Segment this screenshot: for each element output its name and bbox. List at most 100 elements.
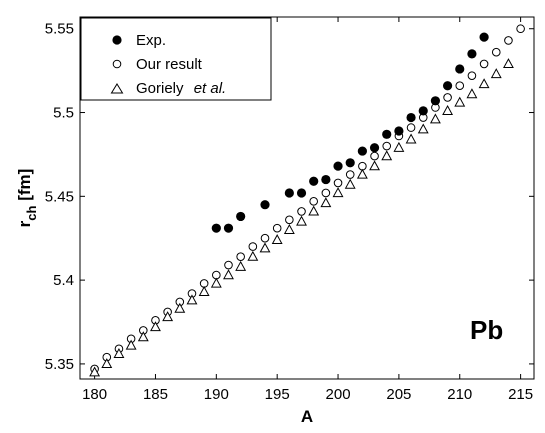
data-point-goriely [478, 78, 490, 89]
y-tick-label: 5.5 [53, 105, 74, 122]
data-point-exp [418, 106, 428, 116]
data-point-exp [479, 32, 489, 42]
data-point-exp [296, 188, 307, 198]
data-point-goriely [89, 366, 101, 377]
data-point-our-result [248, 242, 258, 251]
data-point-goriely [369, 160, 380, 171]
data-point-our-result [516, 24, 525, 34]
x-tick-label: 200 [326, 386, 351, 403]
data-point-exp [260, 200, 270, 210]
data-point-goriely [454, 96, 466, 107]
data-point-exp [223, 223, 234, 233]
data-point-exp [284, 188, 294, 198]
data-point-goriely [490, 68, 502, 79]
data-point-our-result [345, 170, 355, 179]
data-point-goriely [405, 133, 417, 144]
data-point-goriely [393, 141, 405, 152]
data-point-goriely [150, 321, 161, 332]
legend-label-goriely: Goriely et al. [136, 80, 226, 97]
x-tick-label: 215 [508, 386, 533, 403]
data-point-our-result [297, 207, 306, 216]
legend-marker-exp [112, 35, 122, 45]
data-point-exp [455, 64, 465, 74]
data-point-goriely [125, 339, 137, 350]
x-axis-title: A [301, 407, 313, 426]
data-point-goriely [466, 88, 478, 99]
data-point-goriely [186, 294, 198, 305]
data-point-goriely [247, 250, 259, 261]
data-point-goriely [210, 277, 222, 288]
data-point-exp [406, 112, 416, 123]
legend-box [80, 17, 272, 101]
y-tick-label: 5.35 [45, 356, 74, 373]
x-tick-label: 180 [82, 386, 107, 403]
data-point-exp [309, 176, 319, 186]
annotation-pb: Pb [470, 315, 503, 345]
data-point-goriely [162, 311, 174, 322]
y-tick-label: 5.45 [45, 188, 74, 205]
data-point-goriely [113, 348, 125, 358]
data-point-our-result [309, 197, 318, 206]
data-point-our-result [321, 188, 331, 198]
data-markers [89, 24, 525, 377]
data-point-exp [236, 211, 246, 222]
legend-marker-goriely [110, 83, 124, 94]
data-point-exp [382, 129, 392, 139]
x-tick-label: 185 [143, 386, 168, 403]
data-point-exp [430, 96, 441, 106]
data-point-our-result [455, 81, 465, 91]
data-point-our-result [224, 260, 233, 270]
data-point-goriely [174, 302, 186, 313]
data-point-our-result [479, 59, 489, 69]
data-point-our-result [491, 47, 501, 57]
data-point-our-result [467, 71, 477, 80]
data-point-goriely [332, 187, 344, 198]
data-point-exp [442, 81, 453, 91]
data-point-goriely [308, 205, 320, 216]
data-point-goriely [320, 197, 332, 208]
data-point-goriely [223, 269, 234, 280]
y-axis-title-unit: [fm] [15, 169, 34, 206]
y-axis-title-main: r [15, 220, 34, 227]
data-point-goriely [235, 260, 247, 271]
data-point-goriely [259, 242, 271, 253]
data-point-goriely [381, 150, 393, 161]
data-point-goriely [417, 123, 429, 134]
data-point-exp [467, 49, 477, 59]
data-point-exp [357, 146, 367, 156]
data-point-our-result [236, 252, 245, 261]
x-tick-label: 210 [447, 386, 472, 403]
legend-label-goriely-etal: et al. [194, 80, 227, 97]
data-point-goriely [442, 105, 454, 115]
data-point-goriely [137, 331, 149, 342]
data-point-exp [345, 158, 355, 168]
data-point-our-result [370, 151, 379, 161]
data-point-goriely [101, 358, 113, 369]
data-point-our-result [333, 178, 343, 188]
data-point-goriely [429, 113, 441, 124]
data-point-goriely [344, 178, 356, 189]
data-point-our-result [272, 223, 282, 233]
data-point-our-result [260, 233, 270, 243]
legend-label-goriely-name: Goriely [136, 80, 188, 97]
data-point-goriely [502, 58, 514, 69]
data-point-goriely [271, 234, 283, 244]
data-point-our-result [382, 141, 392, 151]
data-point-our-result [285, 215, 294, 225]
x-tick-label: 190 [204, 386, 229, 403]
data-point-goriely [296, 215, 307, 226]
legend-marker-our-result [112, 59, 122, 69]
data-point-exp [333, 161, 343, 171]
axis-tick-labels: 180 185 190 195 200 205 210 215 5.35 5.4 5.45 5.5 5.… [45, 21, 533, 403]
x-tick-label: 205 [386, 386, 411, 403]
data-point-exp [211, 223, 221, 233]
data-point-goriely [283, 224, 295, 234]
data-point-goriely [356, 168, 368, 179]
legend-label-exp: Exp. [136, 32, 166, 49]
data-point-exp [321, 174, 331, 185]
y-axis-title: rch [fm] [15, 169, 39, 228]
data-point-exp [394, 126, 404, 136]
y-tick-label: 5.55 [45, 21, 74, 38]
legend: Exp. Our result Goriely et al. [80, 17, 272, 101]
